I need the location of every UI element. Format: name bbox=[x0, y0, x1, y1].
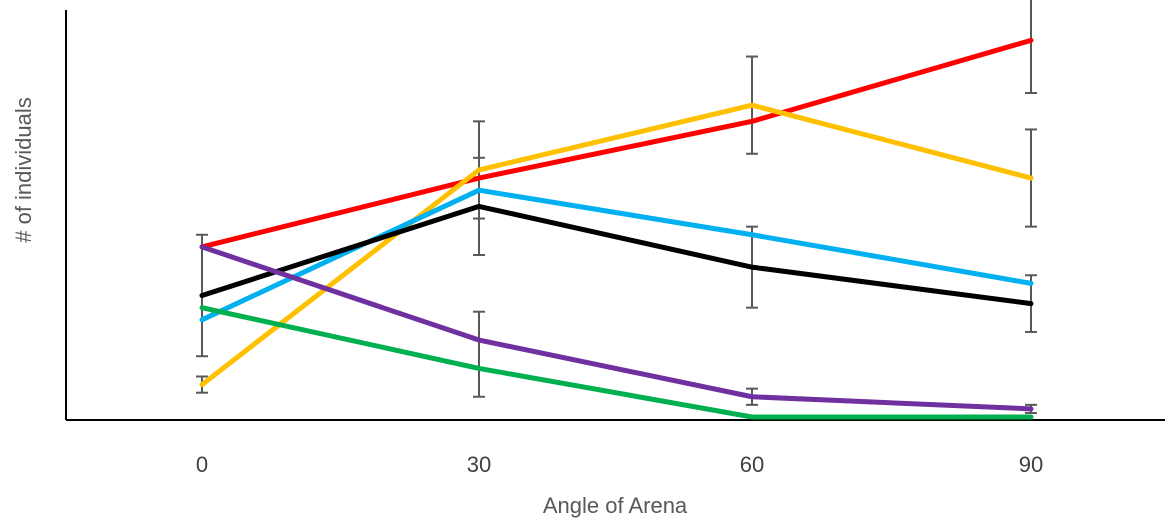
series-line-3 bbox=[199, 203, 1034, 307]
series-line-2 bbox=[199, 187, 1034, 323]
x-axis-title: Angle of Arena bbox=[543, 493, 688, 518]
x-tick-label-30: 30 bbox=[467, 452, 491, 477]
series-line-4 bbox=[199, 244, 1034, 412]
series-lines bbox=[199, 37, 1034, 420]
y-axis-title: # of individuals bbox=[11, 97, 36, 243]
series-line-1 bbox=[199, 102, 1034, 388]
series-line-0 bbox=[199, 37, 1034, 250]
x-tick-label-0: 0 bbox=[196, 452, 208, 477]
axes bbox=[65, 10, 1165, 421]
error-bar-s0-3 bbox=[1025, 0, 1037, 94]
x-tick-label-60: 60 bbox=[740, 452, 764, 477]
error-bars bbox=[196, 0, 1037, 414]
series-line-5 bbox=[199, 305, 1034, 420]
x-tick-label-90: 90 bbox=[1019, 452, 1043, 477]
x-tick-labels: 0 30 60 90 bbox=[196, 452, 1043, 477]
